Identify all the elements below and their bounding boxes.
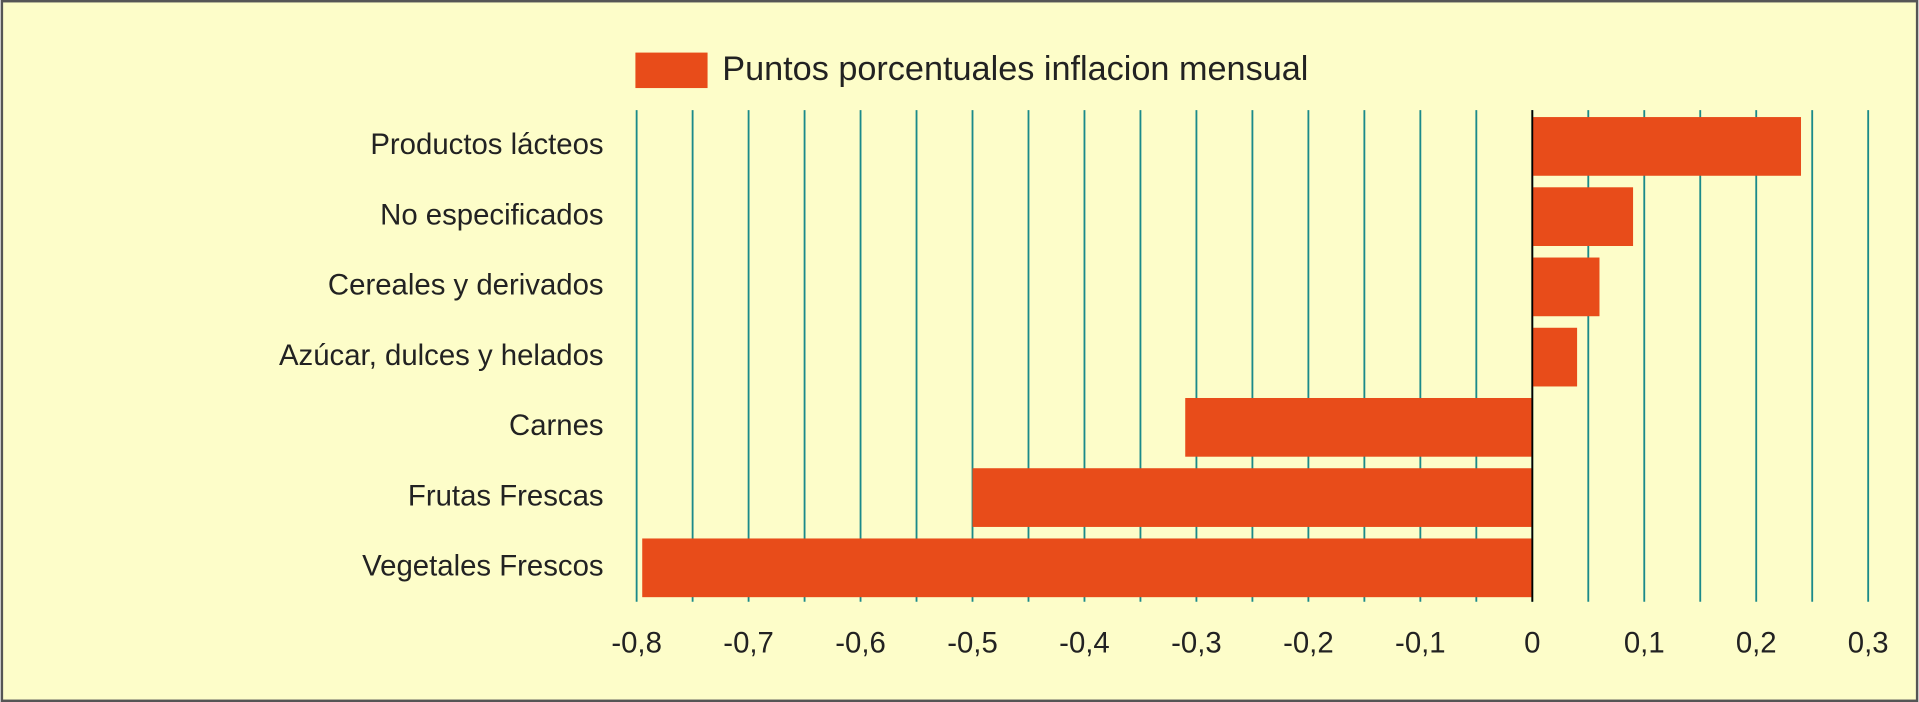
x-tick-label: 0,1 xyxy=(1624,626,1665,659)
bar xyxy=(972,468,1533,527)
y-tick-label: No especificados xyxy=(380,198,603,231)
bar xyxy=(642,538,1533,598)
y-tick-label: Azúcar, dulces y helados xyxy=(279,339,604,372)
x-tick-label: -0,8 xyxy=(611,626,662,659)
bar xyxy=(1532,117,1802,176)
x-tick-label: 0 xyxy=(1524,626,1540,659)
y-tick-label: Cereales y derivados xyxy=(328,269,604,302)
bar xyxy=(1185,397,1533,457)
legend-swatch xyxy=(635,52,708,89)
bar xyxy=(1532,257,1600,317)
x-tick-label: 0,2 xyxy=(1736,626,1777,659)
y-tick-label: Productos lácteos xyxy=(370,128,603,161)
legend-label: Puntos porcentuales inflacion mensual xyxy=(722,50,1308,88)
x-tick-label: -0,5 xyxy=(947,626,998,659)
y-tick-label: Frutas Frescas xyxy=(408,479,604,512)
x-tick-label: 0,3 xyxy=(1848,626,1889,659)
bar xyxy=(1532,327,1578,387)
x-tick-label: -0,6 xyxy=(835,626,886,659)
y-tick-label: Vegetales Frescos xyxy=(362,550,603,583)
x-tick-label: -0,1 xyxy=(1395,626,1446,659)
x-tick-label: -0,3 xyxy=(1171,626,1222,659)
bar xyxy=(1532,187,1634,246)
y-tick-label: Carnes xyxy=(509,409,604,442)
x-tick-label: -0,4 xyxy=(1059,626,1110,659)
x-tick-label: -0,2 xyxy=(1283,626,1334,659)
x-tick-label: -0,7 xyxy=(723,626,774,659)
